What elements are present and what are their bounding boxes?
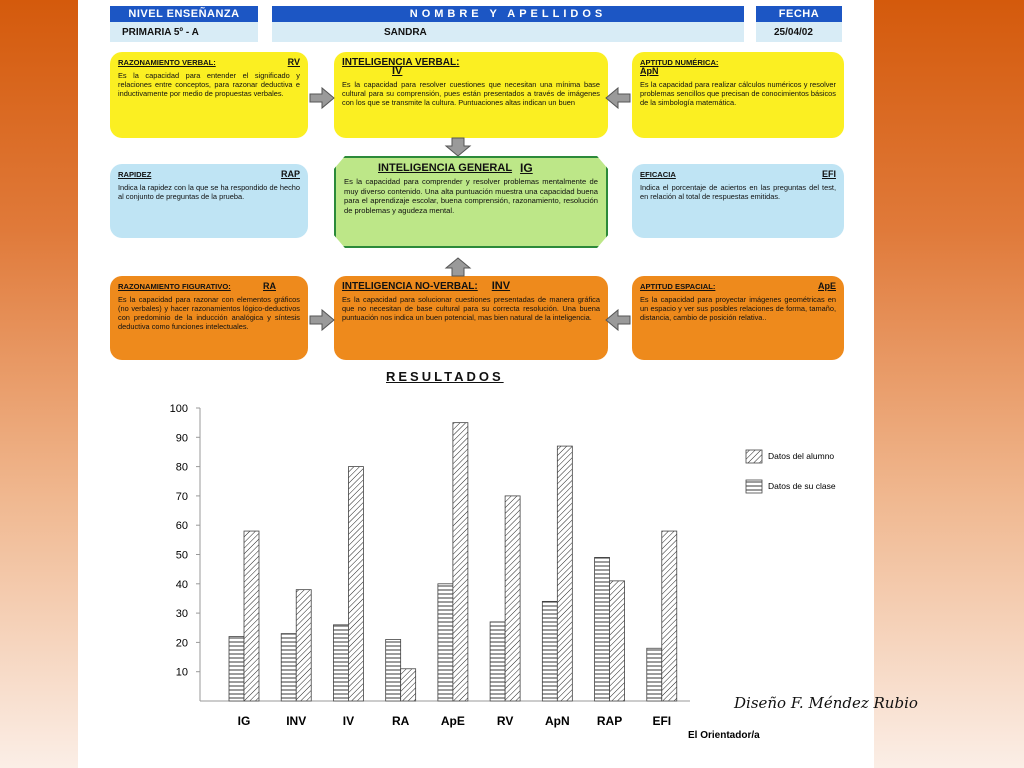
box-abbr: INV <box>491 280 511 292</box>
arrow-right-icon <box>309 86 335 110</box>
arrow-left-icon <box>605 308 631 332</box>
design-credit: Diseño F. Méndez Rubio <box>734 694 918 712</box>
y-tick-label: 70 <box>176 491 188 503</box>
box-description: Es la capacidad para comprender y resolv… <box>344 177 598 215</box>
x-tick-label: ApN <box>545 714 570 728</box>
box-abbr: ApN <box>640 66 659 76</box>
box-description: Indica el porcentaje de aciertos en las … <box>640 183 836 201</box>
fecha-header: FECHA <box>756 6 842 22</box>
box-title: INTELIGENCIA NO-VERBAL: <box>342 281 478 292</box>
bar-alumno <box>400 668 417 702</box>
bar-clase <box>541 600 558 702</box>
x-tick-label: INV <box>286 714 306 728</box>
box-abbr: RAP <box>280 169 300 179</box>
orientador-label: El Orientador/a <box>688 730 760 741</box>
bar-clase <box>333 624 349 702</box>
box-razonamiento-verbal: RAZONAMIENTO VERBAL: RV Es la capacidad p… <box>110 52 308 138</box>
box-inteligencia-no-verbal: INTELIGENCIA NO-VERBAL: INV Es la capacid… <box>334 276 608 360</box>
box-description: Es la capacidad para proyectar imágenes … <box>640 295 836 322</box>
box-title: APTITUD NUMÉRICA: <box>640 58 719 67</box>
box-title: INTELIGENCIA VERBAL: <box>342 57 460 68</box>
box-razonamiento-figurativo: RAZONAMIENTO FIGURATIVO: RA Es la capacid… <box>110 276 308 360</box>
results-title: RESULTADOS <box>386 369 504 384</box>
arrow-right-icon <box>309 308 335 332</box>
y-tick-label: 100 <box>170 403 188 415</box>
nombre-value: SANDRA <box>272 22 744 42</box>
legend-swatch <box>745 479 763 494</box>
arrow-up-icon <box>444 257 472 277</box>
arrow-down-icon <box>444 137 472 157</box>
y-tick-label: 20 <box>176 637 188 649</box>
nombre-header: NOMBRE Y APELLIDOS <box>272 6 744 22</box>
bar-clase <box>385 639 402 702</box>
box-title: RAZONAMIENTO FIGURATIVO: <box>118 282 231 291</box>
box-title: EFICACIA <box>640 170 676 179</box>
x-tick-label: ApE <box>441 714 465 728</box>
bar-alumno <box>556 445 573 702</box>
box-eficacia: EFICACIA EFI Indica el porcentaje de acie… <box>632 164 844 238</box>
box-abbr: IV <box>392 65 403 77</box>
box-title: RAPIDEZ <box>118 170 152 179</box>
x-tick-label: IG <box>238 714 251 728</box>
bar-alumno <box>295 589 312 702</box>
box-description: Es la capacidad para entender el signifi… <box>118 71 300 98</box>
x-tick-label: RA <box>392 714 410 728</box>
box-description: Indica la rapidez con la que se ha respo… <box>118 183 300 201</box>
bar-clase <box>646 647 663 702</box>
legend-label: Datos de su clase <box>768 481 836 491</box>
y-tick-label: 50 <box>176 550 188 562</box>
bar-clase <box>280 633 297 702</box>
bar-alumno <box>348 466 364 702</box>
box-abbr: RV <box>287 57 300 67</box>
box-title: INTELIGENCIA GENERAL <box>378 162 513 174</box>
legend-swatch <box>745 449 763 464</box>
legend-label: Datos del alumno <box>768 451 834 461</box>
bar-alumno <box>609 580 625 702</box>
bar-alumno <box>452 422 469 702</box>
nivel-header: NIVEL ENSEÑANZA <box>110 6 258 22</box>
box-description: Es la capacidad para razonar con element… <box>118 295 300 331</box>
bar-alumno <box>661 530 678 702</box>
arrow-left-icon <box>605 86 631 110</box>
box-abbr: RA <box>263 281 276 291</box>
box-description: Es la capacidad para resolver cuestiones… <box>342 80 600 107</box>
bar-clase <box>228 636 245 702</box>
x-tick-label: IV <box>343 714 354 728</box>
box-abbr: EFI <box>821 169 836 179</box>
box-inteligencia-verbal: INTELIGENCIA VERBAL: IV Es la capacidad p… <box>334 52 608 138</box>
fecha-value: 25/04/02 <box>756 22 842 42</box>
y-tick-label: 60 <box>176 520 188 532</box>
box-description: Es la capacidad para realizar cálculos n… <box>640 80 836 107</box>
y-tick-label: 10 <box>176 667 188 679</box>
flow-arrows <box>309 86 631 332</box>
box-abbr: IG <box>520 161 533 175</box>
box-aptitud-espacial: APTITUD ESPACIAL: ApE Es la capacidad par… <box>632 276 844 360</box>
box-description: Es la capacidad para solucionar cuestion… <box>342 295 600 322</box>
bar-clase <box>437 583 454 702</box>
bar-clase <box>594 557 610 702</box>
box-title: APTITUD ESPACIAL: <box>640 282 716 291</box>
nivel-value: PRIMARIA 5º - A <box>110 22 258 42</box>
bar-alumno <box>504 495 521 702</box>
x-tick-label: RV <box>497 714 513 728</box>
box-title: RAZONAMIENTO VERBAL: <box>118 58 216 67</box>
x-tick-label: EFI <box>652 714 671 728</box>
x-tick-label: RAP <box>597 714 622 728</box>
box-rapidez: RAPIDEZ RAP Indica la rapidez con la que … <box>110 164 308 238</box>
y-tick-label: 80 <box>176 462 188 474</box>
box-inteligencia-general: INTELIGENCIA GENERAL IG Es la capacidad p… <box>334 156 608 248</box>
y-tick-label: 30 <box>176 608 188 620</box>
box-aptitud-numerica: APTITUD NUMÉRICA: ApN Es la capacidad par… <box>632 52 844 138</box>
y-tick-label: 90 <box>176 432 188 444</box>
bar-alumno <box>243 530 260 702</box>
bar-clase <box>489 621 506 702</box>
y-tick-label: 40 <box>176 579 188 591</box>
box-abbr: ApE <box>818 281 836 291</box>
